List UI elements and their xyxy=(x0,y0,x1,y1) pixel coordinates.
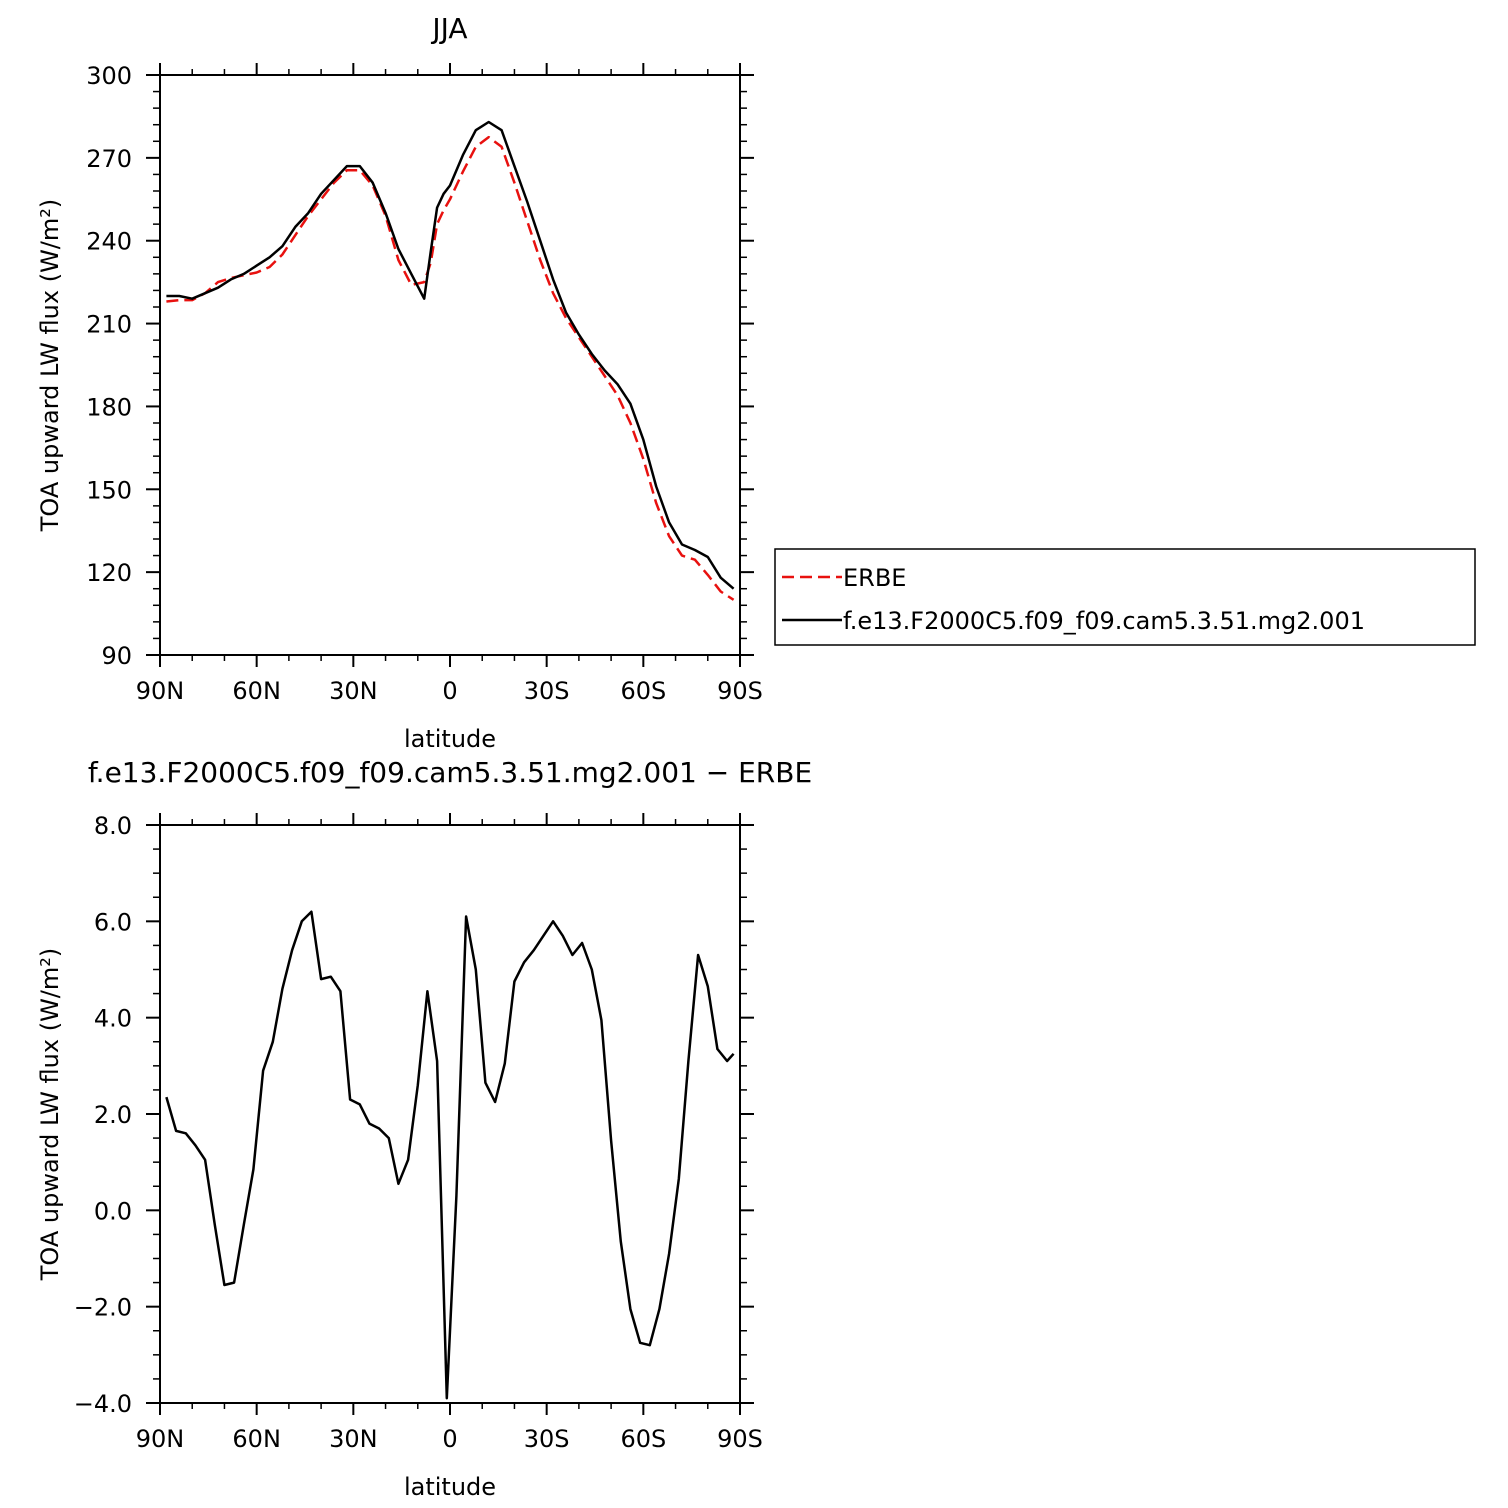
y-tick-label: 0.0 xyxy=(94,1197,132,1225)
y-tick-label: 6.0 xyxy=(94,908,132,936)
x-tick-label: 60N xyxy=(232,677,281,705)
x-tick-label: 90N xyxy=(136,1425,185,1453)
legend-entry: f.e13.F2000C5.f09_f09.cam5.3.51.mg2.001 xyxy=(843,607,1365,635)
x-tick-label: 30S xyxy=(524,677,570,705)
y-tick-label: 180 xyxy=(86,393,132,421)
x-tick-label: 90S xyxy=(717,1425,763,1453)
y-tick-label: 4.0 xyxy=(94,1005,132,1033)
y-tick-label: 120 xyxy=(86,559,132,587)
chart-title: f.e13.F2000C5.f09_f09.cam5.3.51.mg2.001 … xyxy=(88,756,812,789)
x-tick-label: 30N xyxy=(329,677,378,705)
x-tick-label: 0 xyxy=(442,1425,457,1453)
y-tick-label: 240 xyxy=(86,228,132,256)
y-tick-label: 300 xyxy=(86,62,132,90)
x-axis-label: latitude xyxy=(404,1473,496,1501)
x-tick-label: 90S xyxy=(717,677,763,705)
difference-chart: f.e13.F2000C5.f09_f09.cam5.3.51.mg2.001 … xyxy=(36,756,812,1501)
y-axis-label: TOA upward LW flux (W/m²) xyxy=(36,948,64,1282)
x-axis-label: latitude xyxy=(404,725,496,753)
y-tick-label: −4.0 xyxy=(74,1390,132,1418)
legend: ERBE f.e13.F2000C5.f09_f09.cam5.3.51.mg2.… xyxy=(774,548,1476,646)
plot-frame xyxy=(159,74,741,656)
top-chart: JJA 90N 60N 30N 0 30S 60S 90S 90 120 150 180 210 240 2… xyxy=(36,12,763,753)
x-tick-label: 60N xyxy=(232,1425,281,1453)
x-tick-label: 0 xyxy=(442,677,457,705)
y-tick-label: 8.0 xyxy=(94,812,132,840)
legend-box xyxy=(774,548,1476,646)
series-line-difference xyxy=(165,910,735,1400)
x-tick-label: 90N xyxy=(136,677,185,705)
legend-entry: ERBE xyxy=(843,564,906,592)
chart-title: JJA xyxy=(430,12,467,45)
y-tick-label: 150 xyxy=(86,476,132,504)
y-axis-label: TOA upward LW flux (W/m²) xyxy=(36,199,64,533)
x-tick-label: 30S xyxy=(524,1425,570,1453)
y-tick-label: 90 xyxy=(101,642,132,670)
y-tick-label: −2.0 xyxy=(74,1294,132,1322)
y-tick-label: 2.0 xyxy=(94,1101,132,1129)
series-line-erbe xyxy=(166,135,735,601)
x-tick-label: 60S xyxy=(620,677,666,705)
y-tick-label: 210 xyxy=(86,311,132,339)
x-tick-label: 30N xyxy=(329,1425,378,1453)
y-tick-label: 270 xyxy=(86,145,132,173)
x-tick-label: 60S xyxy=(620,1425,666,1453)
series-line-f-e13-f2000c5-f09-f09-cam5-3-51-mg2-001 xyxy=(166,120,735,590)
